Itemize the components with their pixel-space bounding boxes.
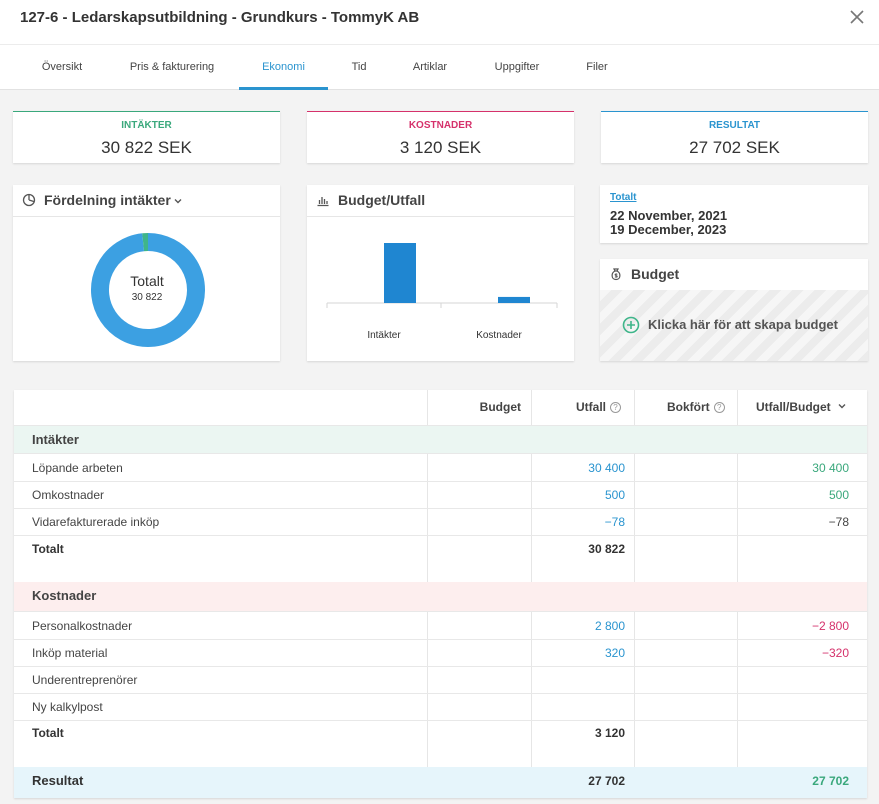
distribution-header[interactable]: Fördelning intäkter (13, 185, 280, 217)
pie-chart-icon (22, 193, 36, 207)
budget-outcome-chart (326, 243, 558, 308)
table-row[interactable]: Ny kalkylpost (14, 694, 867, 721)
money-bag-icon (611, 268, 621, 281)
row-label: Ny kalkylpost (32, 700, 103, 714)
economy-table: Budget Utfall? Bokfört? Utfall/Budget In… (14, 390, 867, 798)
table-row[interactable]: Personalkostnader 2 800 −2 800 (14, 612, 867, 640)
tab-filer[interactable]: Filer (586, 61, 608, 73)
row-utfall[interactable]: 2 800 (594, 619, 625, 633)
kpi-costs-card: KOSTNADER 3 120 SEK (307, 111, 574, 163)
bar-0[interactable] (384, 243, 416, 303)
create-budget-text: Klicka här för att skapa budget (648, 317, 838, 332)
tab-oversikt[interactable]: Översikt (41, 61, 83, 73)
result-label: Resultat (32, 773, 84, 788)
tab-uppgifter[interactable]: Uppgifter (494, 61, 540, 73)
row-utfall-budget: −2 800 (811, 619, 849, 633)
row-label: Underentreprenörer (32, 673, 138, 687)
cost-total-utfall: 3 120 (594, 726, 625, 740)
col-header-budget[interactable]: Budget (479, 400, 521, 414)
income-total-utfall: 30 822 (588, 542, 625, 556)
help-icon[interactable]: ? (610, 402, 621, 413)
section-income-title: Intäkter (32, 432, 79, 447)
bar-label-kostnader: Kostnader (476, 330, 522, 341)
bar-1[interactable] (498, 296, 530, 303)
col-header-bokfort[interactable]: Bokfört? (667, 400, 725, 414)
kpi-result-value: 27 702 SEK (689, 138, 780, 157)
row-utfall-budget: −320 (821, 646, 849, 660)
kpi-income-label: INTÄKTER (121, 120, 172, 131)
result-utfall: 27 702 (588, 774, 625, 788)
budget-header: Budget (600, 259, 868, 291)
chevron-down-icon[interactable] (837, 401, 847, 411)
row-utfall[interactable]: 30 400 (588, 461, 625, 475)
col-header-utfall-budget[interactable]: Utfall/Budget (756, 400, 847, 414)
tab-bar: Översikt Pris & fakturering Ekonomi Tid … (0, 44, 879, 90)
donut-center-value: 30 822 (131, 292, 163, 303)
chevron-down-icon[interactable] (173, 196, 183, 206)
cost-total-row: Totalt 3 120 (14, 721, 867, 767)
col-header-utfall-budget-label: Utfall/Budget (756, 400, 831, 414)
table-row[interactable]: Underentreprenörer (14, 667, 867, 694)
section-costs: Kostnader (14, 582, 867, 612)
bar-chart-icon (317, 197, 329, 207)
period-total-link[interactable]: Totalt (610, 192, 637, 203)
create-budget-area[interactable]: Klicka här för att skapa budget (600, 290, 868, 361)
kpi-income-card: INTÄKTER 30 822 SEK (13, 111, 280, 163)
result-utfall-budget: 27 702 (812, 774, 849, 788)
section-income: Intäkter (14, 426, 867, 454)
col-header-utfall[interactable]: Utfall? (576, 400, 621, 414)
col-header-utfall-label: Utfall (576, 400, 606, 414)
row-utfall[interactable]: −78 (604, 515, 625, 529)
budget-title: Budget (631, 266, 680, 282)
budget-outcome-header: Budget/Utfall (307, 185, 574, 217)
row-utfall[interactable]: 320 (604, 646, 625, 660)
page-title: 127-6 - Ledarskapsutbildning - Grundkurs… (20, 9, 420, 26)
modal-header: 127-6 - Ledarskapsutbildning - Grundkurs… (0, 0, 879, 90)
period-card: Totalt 22 November, 2021 19 December, 20… (600, 185, 868, 243)
help-icon[interactable]: ? (713, 402, 725, 413)
row-utfall-budget: 500 (828, 488, 849, 502)
tab-pris-fakturering[interactable]: Pris & fakturering (129, 61, 215, 73)
result-row: Resultat 27 702 27 702 (14, 767, 867, 798)
kpi-income-value: 30 822 SEK (101, 138, 192, 157)
budget-outcome-panel: Budget/Utfall Intäkter Kostnader (307, 185, 574, 361)
income-donut-chart (91, 233, 205, 347)
row-utfall[interactable]: 500 (604, 488, 625, 502)
income-total-label: Totalt (32, 542, 64, 556)
table-row[interactable]: Vidarefakturerade inköp −78 −78 (14, 509, 867, 536)
table-header-row: Budget Utfall? Bokfört? Utfall/Budget (14, 390, 867, 426)
row-label: Inköp material (32, 646, 108, 660)
table-row[interactable]: Löpande arbeten 30 400 30 400 (14, 454, 867, 482)
row-utfall-budget: −78 (828, 515, 849, 529)
row-label: Omkostnader (32, 488, 105, 502)
row-label: Löpande arbeten (32, 461, 123, 475)
kpi-costs-label: KOSTNADER (408, 120, 473, 131)
row-label: Vidarefakturerade inköp (32, 515, 160, 529)
table-row[interactable]: Inköp material 320 −320 (14, 640, 867, 667)
income-total-row: Totalt 30 822 (14, 536, 867, 582)
tab-tid[interactable]: Tid (351, 61, 367, 73)
kpi-result-label: RESULTAT (708, 120, 761, 131)
tab-ekonomi[interactable]: Ekonomi (239, 45, 328, 90)
row-utfall-budget: 30 400 (812, 461, 849, 475)
budget-panel: Budget Klicka här för att skapa budget (600, 259, 868, 361)
table-row[interactable]: Omkostnader 500 500 (14, 482, 867, 509)
period-end-date: 19 December, 2023 (610, 222, 727, 237)
donut-center-label: Totalt (130, 273, 164, 289)
kpi-costs-value: 3 120 SEK (399, 138, 482, 157)
period-start-date: 22 November, 2021 (610, 208, 728, 223)
tab-artiklar[interactable]: Artiklar (412, 61, 448, 73)
donut-slice-0[interactable] (91, 233, 205, 347)
col-header-bokfort-label: Bokfört (667, 400, 710, 414)
kpi-result-card: RESULTAT 27 702 SEK (601, 111, 868, 163)
plus-circle-icon (622, 316, 640, 334)
bar-label-intakter: Intäkter (367, 330, 401, 341)
section-costs-title: Kostnader (32, 588, 97, 603)
row-label: Personalkostnader (32, 619, 133, 633)
close-icon[interactable] (846, 6, 868, 28)
income-distribution-panel: Fördelning intäkter Totalt 30 822 (13, 185, 280, 361)
budget-outcome-title: Budget/Utfall (338, 192, 426, 208)
distribution-title: Fördelning intäkter (44, 192, 171, 208)
cost-total-label: Totalt (32, 726, 64, 740)
